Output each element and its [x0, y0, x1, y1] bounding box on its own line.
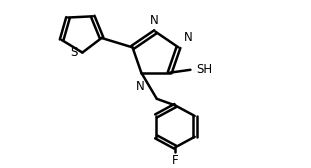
- Text: N: N: [150, 14, 158, 27]
- Text: SH: SH: [196, 63, 212, 76]
- Text: F: F: [172, 154, 179, 167]
- Text: N: N: [135, 80, 144, 93]
- Text: N: N: [184, 31, 193, 45]
- Text: S: S: [70, 46, 78, 59]
